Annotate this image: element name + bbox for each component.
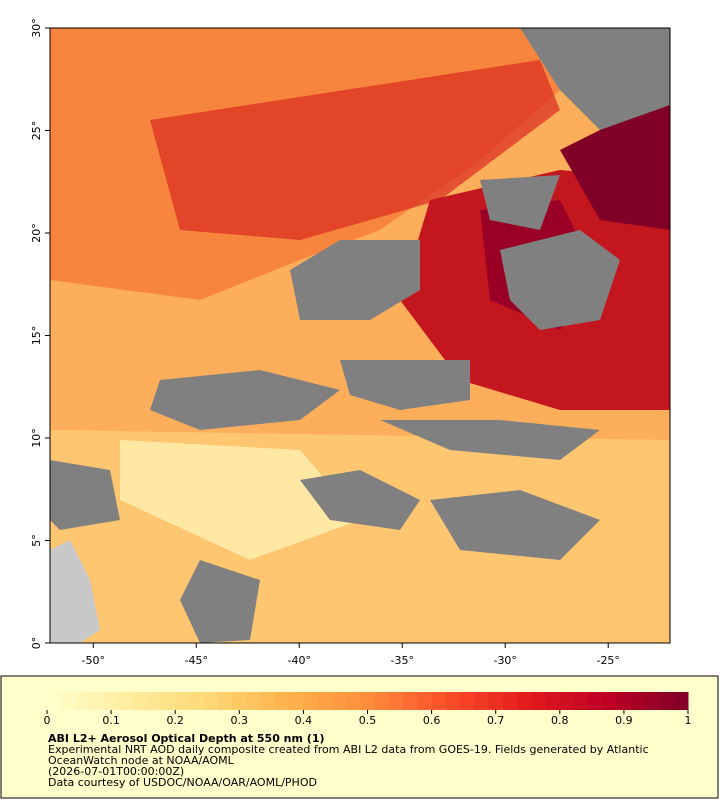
x-tick-label: -50°	[82, 654, 105, 667]
colorbar-step	[274, 692, 290, 710]
description: OceanWatch node at NOAA/AOML	[48, 754, 235, 767]
colorbar-step	[246, 692, 262, 710]
x-tick-label: -25°	[596, 654, 619, 667]
colorbar-step	[103, 692, 119, 710]
colorbar-tick-label: 0.3	[231, 714, 249, 727]
colorbar-tick-label: 0.8	[551, 714, 569, 727]
colorbar-tick-label: 0	[44, 714, 51, 727]
colorbar-step	[445, 692, 461, 710]
colorbar-step	[360, 692, 376, 710]
colorbar-step	[75, 692, 91, 710]
y-tick-label: 20°	[30, 223, 43, 243]
colorbar-step	[474, 692, 490, 710]
colorbar-tick-label: 0.5	[359, 714, 377, 727]
colorbar-tick-label: 0.7	[487, 714, 505, 727]
y-tick-label: 10°	[30, 428, 43, 448]
colorbar-tick-label: 0.2	[166, 714, 184, 727]
colorbar-step	[659, 692, 675, 710]
x-tick-label: -35°	[390, 654, 413, 667]
colorbar-step	[217, 692, 233, 710]
colorbar-step	[189, 692, 205, 710]
colorbar-tick-label: 1	[685, 714, 692, 727]
colorbar-step	[517, 692, 532, 710]
colorbar-step	[118, 692, 133, 710]
colorbar-step	[89, 692, 105, 710]
colorbar-step	[602, 692, 618, 710]
colorbar-step	[146, 692, 162, 710]
description: Experimental NRT AOD daily composite cre…	[48, 743, 649, 756]
colorbar-step	[260, 692, 276, 710]
colorbar-tick-label: 0.1	[102, 714, 120, 727]
colorbar-step	[47, 692, 62, 710]
colorbar-step	[175, 692, 190, 710]
colorbar-step	[232, 692, 247, 710]
colorbar-step	[502, 692, 518, 710]
colorbar-step	[460, 692, 475, 710]
y-tick-label: 25°	[30, 121, 43, 141]
colorbar-step	[673, 692, 689, 710]
y-tick-label: 0°	[30, 637, 43, 650]
colorbar-step	[317, 692, 333, 710]
colorbar-step	[588, 692, 604, 710]
colorbar-step	[545, 692, 561, 710]
y-tick-label: 5°	[30, 534, 43, 547]
colorbar-step	[374, 692, 390, 710]
colorbar-tick-label: 0.6	[423, 714, 441, 727]
credit: Data courtesy of USDOC/NOAA/OAR/AOML/PHO…	[48, 776, 317, 789]
colorbar-step	[488, 692, 504, 710]
colorbar-step	[645, 692, 661, 710]
colorbar-step	[559, 692, 575, 710]
colorbar-step	[289, 692, 304, 710]
colorbar-step	[631, 692, 646, 710]
colorbar-step	[303, 692, 319, 710]
title: ABI L2+ Aerosol Optical Depth at 550 nm …	[48, 732, 325, 745]
colorbar-step	[346, 692, 361, 710]
colorbar-step	[388, 692, 404, 710]
colorbar-tick-label: 0.4	[295, 714, 313, 727]
x-tick-label: -30°	[493, 654, 516, 667]
colorbar-step	[132, 692, 148, 710]
aod-map	[50, 28, 670, 643]
colorbar-tick-label: 0.9	[615, 714, 633, 727]
colorbar-step	[403, 692, 418, 710]
y-tick-label: 30°	[30, 18, 43, 38]
colorbar-step	[61, 692, 76, 710]
colorbar-step	[203, 692, 219, 710]
time: (2026-07-01T00:00:00Z)	[48, 765, 184, 778]
x-tick-label: -40°	[288, 654, 311, 667]
colorbar-step	[574, 692, 589, 710]
colorbar-step	[417, 692, 433, 710]
y-tick-label: 15°	[30, 326, 43, 346]
colorbar-step	[160, 692, 176, 710]
x-tick-label: -45°	[185, 654, 208, 667]
colorbar-step	[616, 692, 632, 710]
colorbar-step	[331, 692, 347, 710]
colorbar-step	[531, 692, 547, 710]
colorbar-step	[431, 692, 447, 710]
